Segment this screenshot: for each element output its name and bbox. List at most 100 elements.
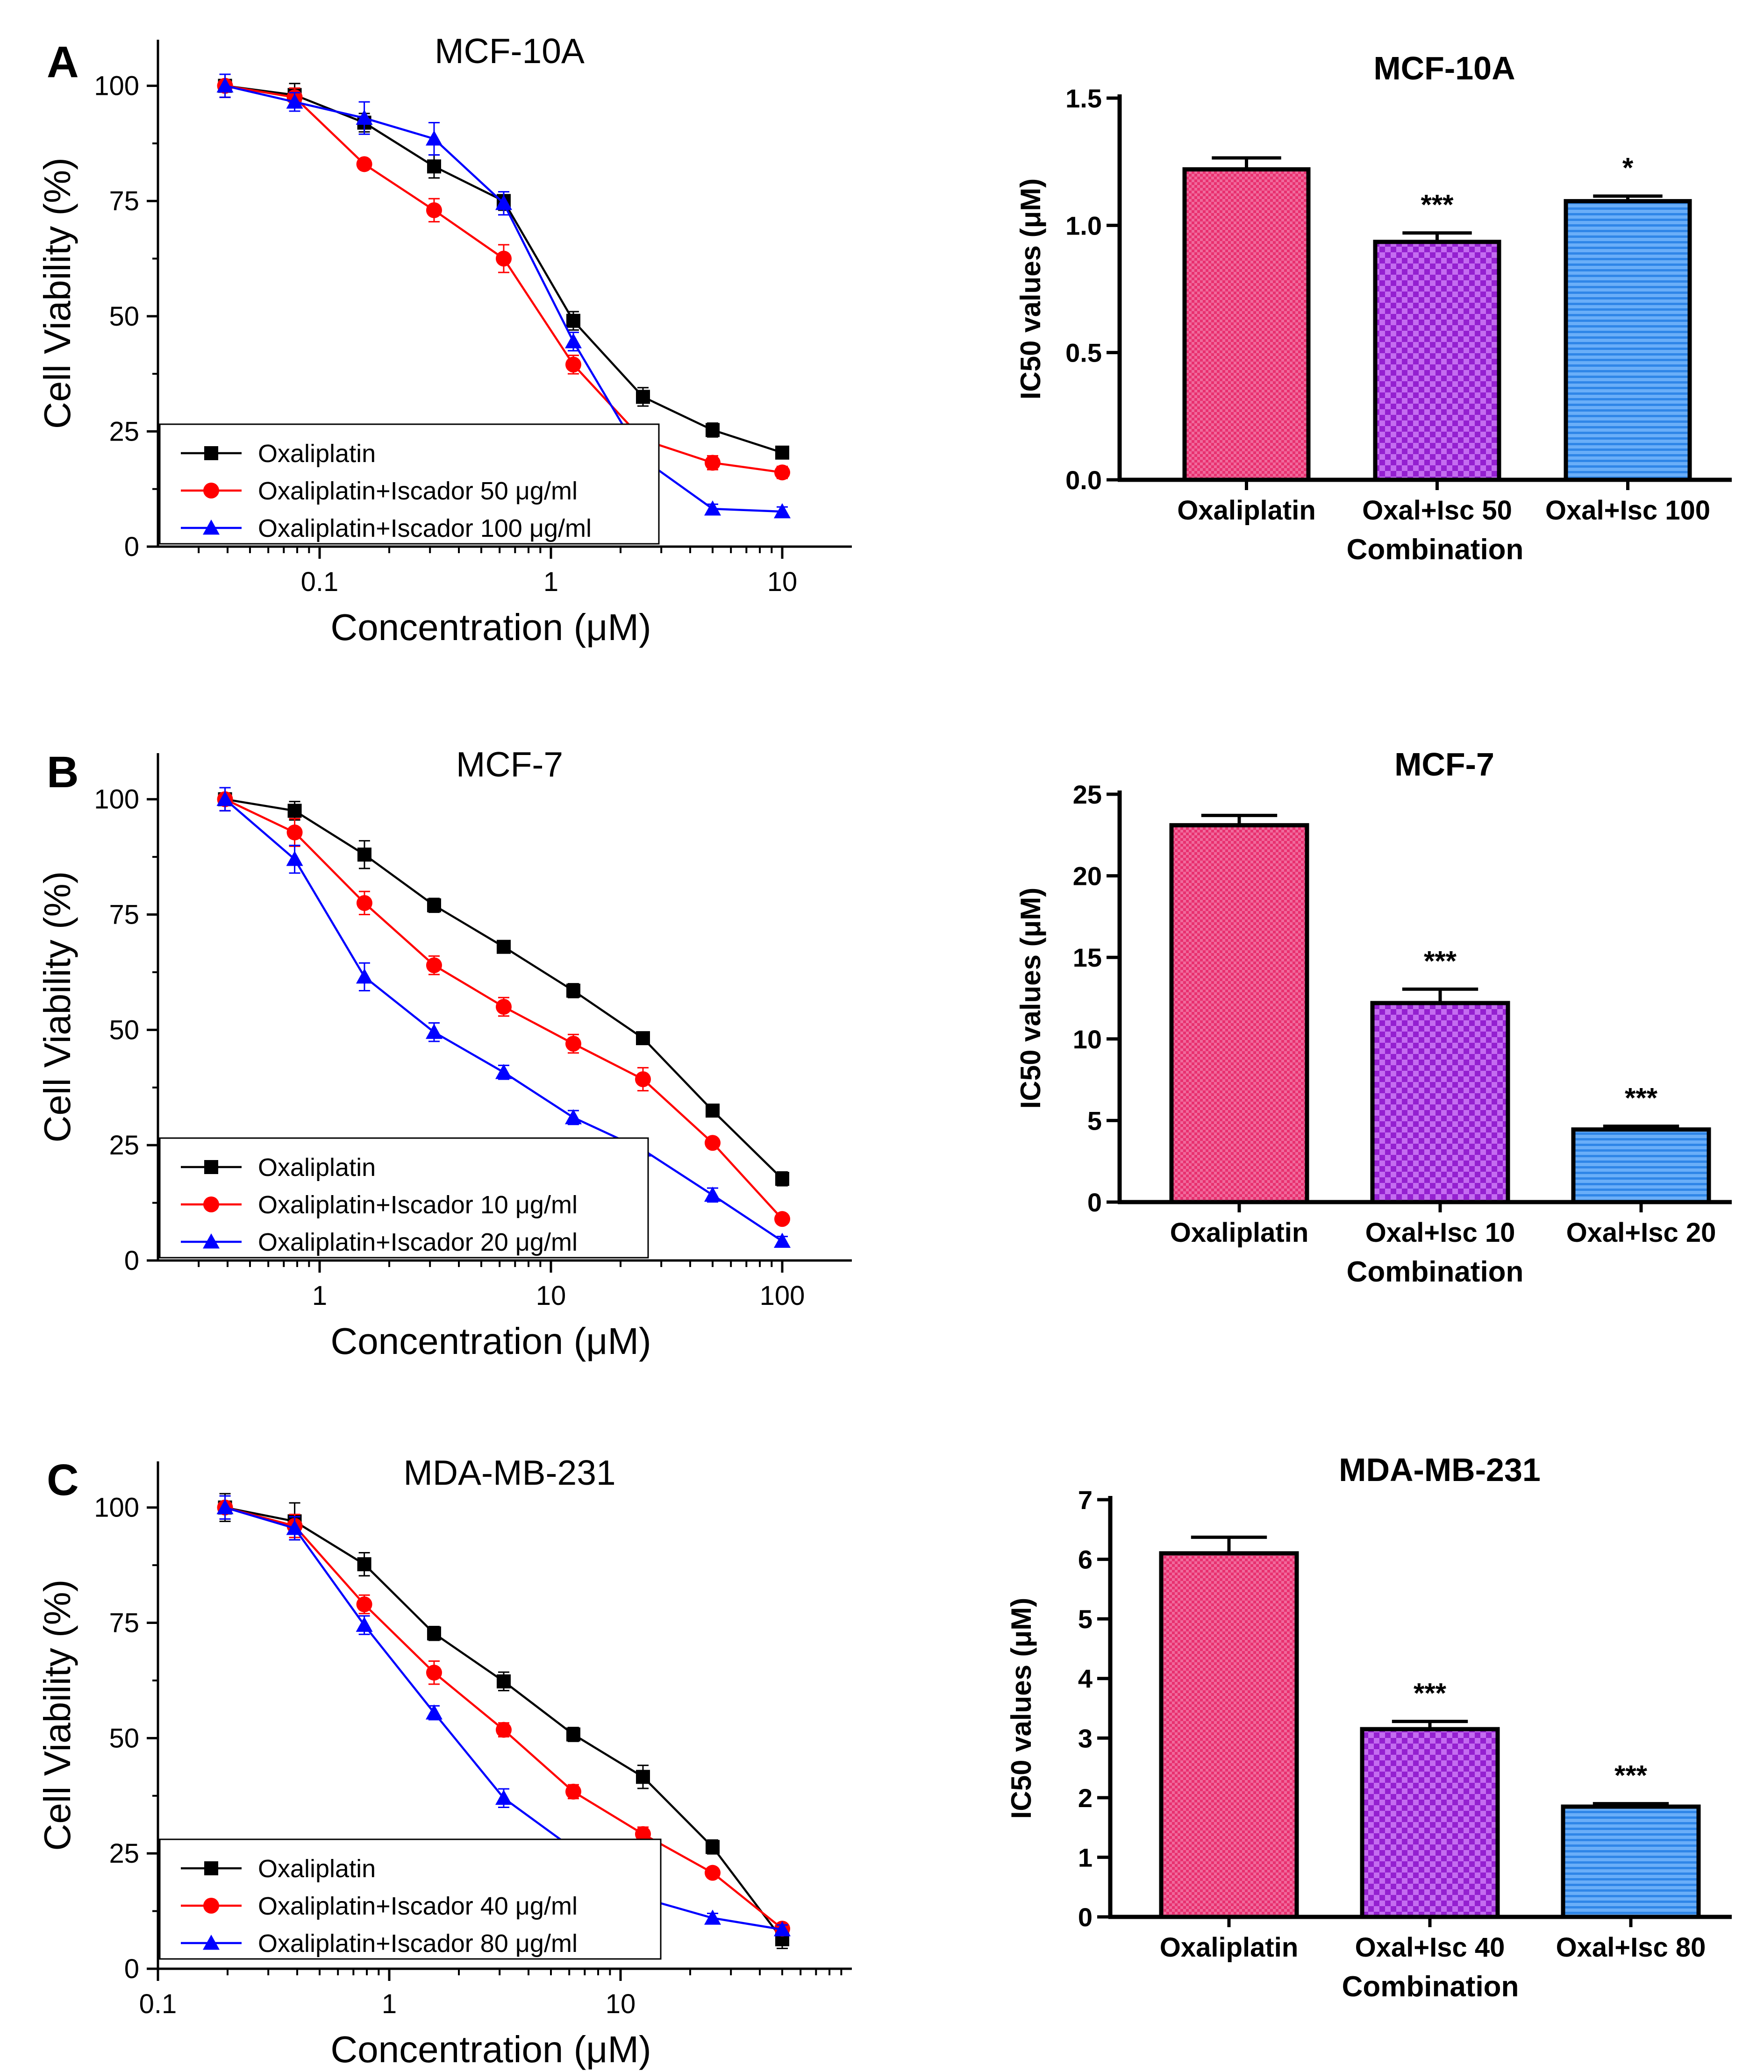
legend-label: Oxaliplatin+Iscador 50 μg/ml bbox=[258, 477, 578, 505]
legend-marker bbox=[203, 1233, 220, 1249]
x-axis-label: Concentration (μM) bbox=[330, 1320, 651, 1362]
data-point bbox=[705, 1840, 720, 1854]
y-tick-label: 4 bbox=[1078, 1664, 1093, 1694]
y-tick-label: 7 bbox=[1078, 1485, 1093, 1515]
y-tick-label: 0 bbox=[124, 532, 139, 562]
y-tick-label: 0 bbox=[1078, 1902, 1093, 1932]
bar-2 bbox=[1561, 1804, 1701, 1919]
legend-marker bbox=[203, 520, 220, 535]
data-point bbox=[425, 130, 443, 146]
bar-1 bbox=[1360, 1727, 1500, 1919]
data-point bbox=[495, 1722, 512, 1738]
data-point bbox=[775, 1172, 789, 1186]
legend-label: Oxaliplatin bbox=[258, 440, 376, 468]
bar-0 bbox=[1182, 167, 1311, 482]
data-point bbox=[427, 159, 441, 174]
bar-2 bbox=[1564, 199, 1692, 482]
chart-title: MCF-7 bbox=[1394, 746, 1494, 783]
y-tick-label: 100 bbox=[94, 784, 139, 815]
category-label: Oxal+Isc 50 bbox=[1362, 495, 1512, 526]
data-point bbox=[496, 1674, 511, 1688]
category-label: Oxal+Isc 80 bbox=[1556, 1932, 1706, 1963]
y-tick-label: 75 bbox=[109, 1608, 139, 1638]
chart-a-line: 0 25 50 75 100 0.1 1 10 MCF-10A Concentration (μM… bbox=[36, 31, 852, 648]
category-label: Oxaliplatin bbox=[1177, 495, 1316, 526]
x-tick-label: 10 bbox=[606, 1989, 636, 2019]
data-point bbox=[425, 1704, 443, 1720]
data-point bbox=[427, 1626, 441, 1641]
series-line bbox=[225, 798, 783, 1180]
bar-0 bbox=[1169, 823, 1309, 1204]
y-tick-label: 100 bbox=[94, 1493, 139, 1523]
data-point bbox=[564, 1109, 582, 1125]
y-axis-label: IC50 values (μM) bbox=[1015, 888, 1046, 1109]
category-label: Oxaliplatin bbox=[1160, 1932, 1299, 1963]
panel-label-b: B bbox=[47, 748, 79, 797]
significance-label: *** bbox=[1421, 189, 1454, 221]
y-tick-label: 25 bbox=[109, 1130, 139, 1161]
data-point bbox=[216, 1499, 234, 1515]
data-point bbox=[774, 464, 790, 481]
chart-title: MDA-MB-231 bbox=[403, 1453, 615, 1492]
data-point bbox=[356, 156, 372, 172]
y-tick-label: 0.5 bbox=[1065, 338, 1102, 368]
legend-label: Oxaliplatin+Iscador 20 μg/ml bbox=[258, 1228, 578, 1256]
data-point bbox=[216, 77, 234, 93]
data-point bbox=[286, 1520, 303, 1535]
chart-a-bar: MCF-10A Oxaliplatin *** Oxal+Isc 50 * Oxal+Is… bbox=[1015, 50, 1732, 566]
data-point bbox=[495, 195, 512, 210]
chart-title: MCF-7 bbox=[456, 745, 563, 784]
bar-1 bbox=[1370, 1001, 1510, 1204]
series-0 bbox=[218, 787, 789, 1187]
series-line bbox=[225, 85, 783, 474]
legend-label: Oxaliplatin+Iscador 100 μg/ml bbox=[258, 514, 592, 542]
data-point bbox=[565, 1783, 581, 1800]
data-point bbox=[495, 1064, 512, 1079]
legend-box bbox=[159, 423, 660, 545]
legend-marker bbox=[203, 1935, 220, 1950]
bar-1 bbox=[1373, 240, 1501, 482]
data-point bbox=[566, 983, 580, 998]
y-tick-label: 0.0 bbox=[1065, 465, 1102, 495]
data-point bbox=[427, 898, 441, 912]
panel-label-a: A bbox=[47, 37, 79, 87]
data-point bbox=[565, 356, 581, 373]
legend-marker bbox=[203, 1196, 219, 1212]
data-point bbox=[773, 503, 791, 519]
significance-label: *** bbox=[1424, 945, 1457, 976]
significance-label: *** bbox=[1414, 1678, 1447, 1709]
data-point bbox=[356, 1596, 372, 1613]
x-tick-label: 1 bbox=[543, 567, 558, 597]
data-point bbox=[356, 968, 373, 984]
legend-label: Oxaliplatin+Iscador 40 μg/ml bbox=[258, 1892, 578, 1920]
legend-marker bbox=[204, 1861, 218, 1875]
data-point bbox=[565, 1035, 581, 1052]
significance-label: *** bbox=[1625, 1082, 1658, 1114]
data-point bbox=[566, 313, 580, 328]
y-axis-label: IC50 values (μM) bbox=[1006, 1598, 1037, 1819]
data-point bbox=[704, 455, 721, 471]
data-point bbox=[704, 1135, 721, 1151]
data-point bbox=[495, 250, 512, 267]
x-axis-label: Concentration (μM) bbox=[330, 606, 651, 648]
y-tick-label: 0 bbox=[124, 1246, 139, 1276]
y-tick-label: 50 bbox=[109, 1723, 139, 1753]
data-point bbox=[216, 790, 234, 806]
legend-label: Oxaliplatin bbox=[258, 1153, 376, 1182]
y-tick-label: 50 bbox=[109, 301, 139, 332]
chart-b-line: 0 25 50 75 100 1 10 100 MCF-7 Concentration (μM) C… bbox=[36, 745, 852, 1362]
data-point bbox=[564, 333, 582, 349]
y-tick-label: 15 bbox=[1073, 943, 1102, 972]
data-point bbox=[636, 390, 650, 404]
legend-marker bbox=[204, 1160, 218, 1174]
y-tick-label: 2 bbox=[1078, 1783, 1093, 1813]
data-point bbox=[286, 93, 303, 109]
data-point bbox=[774, 1211, 790, 1227]
legend-marker bbox=[204, 446, 218, 460]
legend-marker bbox=[203, 483, 219, 498]
y-tick-label: 3 bbox=[1078, 1723, 1093, 1753]
category-label: Oxal+Isc 40 bbox=[1355, 1932, 1505, 1963]
y-tick-label: 10 bbox=[1073, 1025, 1102, 1054]
x-tick-label: 1 bbox=[382, 1989, 397, 2019]
panel-label-c: C bbox=[47, 1455, 79, 1505]
